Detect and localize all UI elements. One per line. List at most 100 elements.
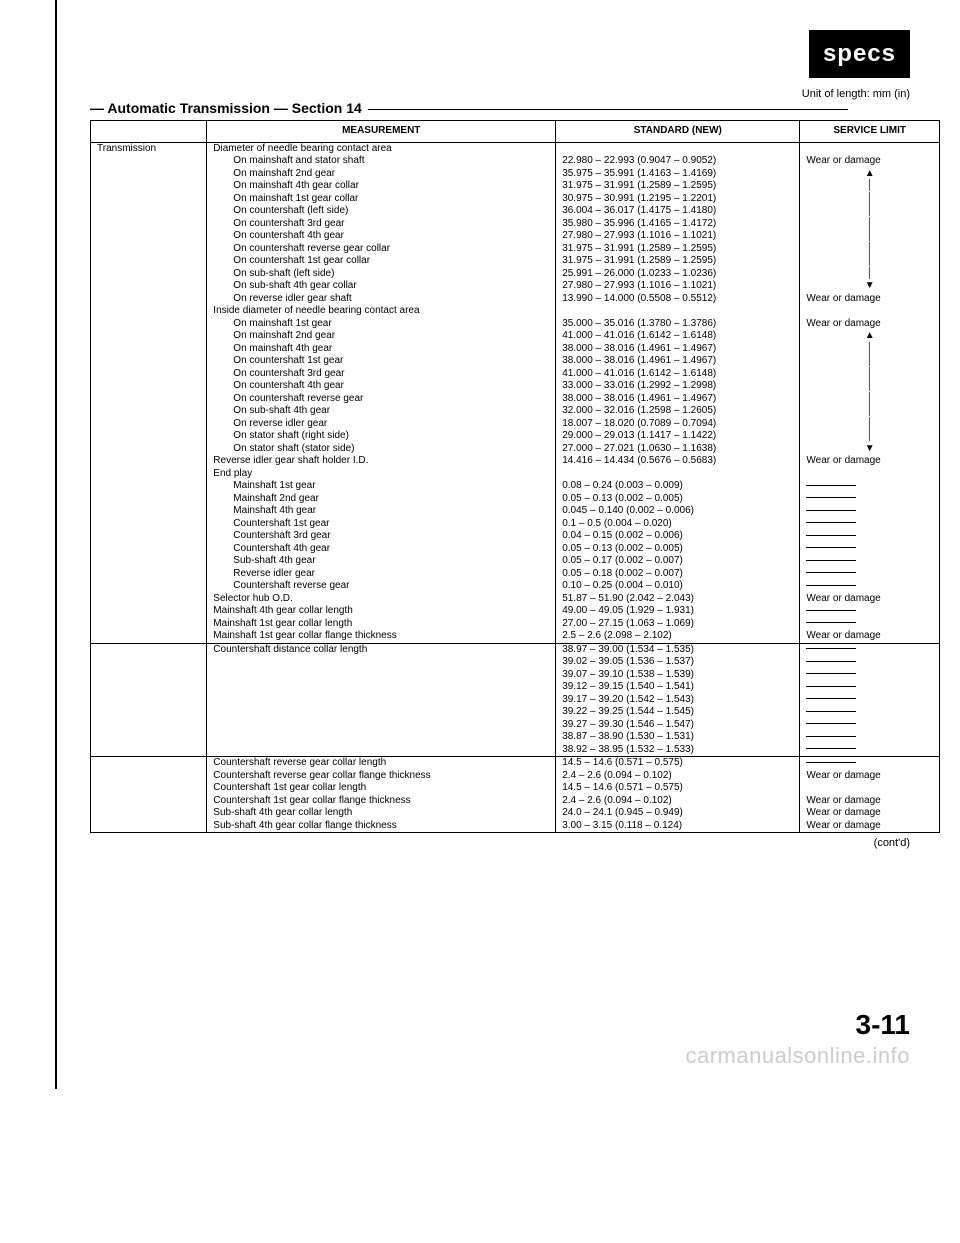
table-row: On countershaft reverse gear38.000 – 38.… <box>91 393 940 406</box>
cell-category <box>91 820 207 833</box>
cell-standard: 41.000 – 41.016 (1.6142 – 1.6148) <box>556 368 800 381</box>
cell-service: ▼ <box>800 280 940 293</box>
cell-standard: 29.000 – 29.013 (1.1417 – 1.1422) <box>556 430 800 443</box>
cell-service <box>800 605 940 618</box>
cell-category <box>91 706 207 719</box>
cell-service: │ <box>800 405 940 418</box>
cell-service: │ <box>800 430 940 443</box>
cell-standard: 27.980 – 27.993 (1.1016 – 1.1021) <box>556 280 800 293</box>
cell-service <box>800 643 940 656</box>
cell-category <box>91 443 207 456</box>
cell-measurement: On countershaft 3rd gear <box>207 218 556 231</box>
section-title: Automatic Transmission — Section 14 <box>90 100 910 116</box>
table-row: TransmissionDiameter of needle bearing c… <box>91 142 940 155</box>
cell-standard: 0.08 – 0.24 (0.003 – 0.009) <box>556 480 800 493</box>
table-row: Countershaft 4th gear0.05 – 0.13 (0.002 … <box>91 543 940 556</box>
table-row: On mainshaft 4th gear collar31.975 – 31.… <box>91 180 940 193</box>
cell-category <box>91 255 207 268</box>
cell-standard: 31.975 – 31.991 (1.2589 – 1.2595) <box>556 243 800 256</box>
cell-standard: 33.000 – 33.016 (1.2992 – 1.2998) <box>556 380 800 393</box>
cell-service: Wear or damage <box>800 293 940 306</box>
cell-measurement: On stator shaft (right side) <box>207 430 556 443</box>
cell-service <box>800 305 940 318</box>
cell-service <box>800 731 940 744</box>
cell-measurement: Countershaft 1st gear <box>207 518 556 531</box>
cell-service: │ <box>800 268 940 281</box>
cell-measurement <box>207 694 556 707</box>
cell-service: Wear or damage <box>800 593 940 606</box>
cell-standard: 27.980 – 27.993 (1.1016 – 1.1021) <box>556 230 800 243</box>
cell-measurement <box>207 731 556 744</box>
cell-category <box>91 580 207 593</box>
cell-measurement: Countershaft reverse gear collar length <box>207 757 556 770</box>
cell-service: │ <box>800 193 940 206</box>
cell-standard: 0.05 – 0.13 (0.002 – 0.005) <box>556 543 800 556</box>
cell-measurement: Countershaft 4th gear <box>207 543 556 556</box>
table-row: Countershaft 1st gear0.1 – 0.5 (0.004 – … <box>91 518 940 531</box>
table-row: On sub-shaft 4th gear collar27.980 – 27.… <box>91 280 940 293</box>
table-row: Countershaft reverse gear0.10 – 0.25 (0.… <box>91 580 940 593</box>
cell-standard: 14.5 – 14.6 (0.571 – 0.575) <box>556 757 800 770</box>
cell-category <box>91 731 207 744</box>
cell-standard: 0.04 – 0.15 (0.002 – 0.006) <box>556 530 800 543</box>
cell-measurement: On sub-shaft 4th gear <box>207 405 556 418</box>
table-row: Sub-shaft 4th gear collar flange thickne… <box>91 820 940 833</box>
cell-standard: 2.4 – 2.6 (0.094 – 0.102) <box>556 770 800 783</box>
cell-category <box>91 643 207 656</box>
cell-standard: 51.87 – 51.90 (2.042 – 2.043) <box>556 593 800 606</box>
cell-category <box>91 218 207 231</box>
cell-service: Wear or damage <box>800 770 940 783</box>
cell-category <box>91 618 207 631</box>
table-row: On countershaft reverse gear collar31.97… <box>91 243 940 256</box>
cell-measurement: On stator shaft (stator side) <box>207 443 556 456</box>
cell-measurement: On reverse idler gear <box>207 418 556 431</box>
contd-label: (cont'd) <box>90 837 910 849</box>
cell-service: │ <box>800 205 940 218</box>
cell-standard: 39.02 – 39.05 (1.536 – 1.537) <box>556 656 800 669</box>
header-service: SERVICE LIMIT <box>800 121 940 143</box>
cell-measurement: On mainshaft 2nd gear <box>207 330 556 343</box>
table-row: Countershaft 1st gear collar length14.5 … <box>91 782 940 795</box>
watermark: carmanualsonline.info <box>60 1043 910 1069</box>
cell-standard: 18.007 – 18.020 (0.7089 – 0.7094) <box>556 418 800 431</box>
cell-category <box>91 380 207 393</box>
cell-category <box>91 268 207 281</box>
table-row: 39.27 – 39.30 (1.546 – 1.547) <box>91 719 940 732</box>
cell-standard: 31.975 – 31.991 (1.2589 – 1.2595) <box>556 255 800 268</box>
cell-standard: 13.990 – 14.000 (0.5508 – 0.5512) <box>556 293 800 306</box>
cell-service <box>800 468 940 481</box>
cell-category <box>91 807 207 820</box>
table-row: 39.17 – 39.20 (1.542 – 1.543) <box>91 694 940 707</box>
cell-standard: 35.980 – 35.996 (1.4165 – 1.4172) <box>556 218 800 231</box>
cell-measurement: Countershaft 3rd gear <box>207 530 556 543</box>
cell-standard: 32.000 – 32.016 (1.2598 – 1.2605) <box>556 405 800 418</box>
cell-service <box>800 142 940 155</box>
table-row: Mainshaft 1st gear collar length27.00 – … <box>91 618 940 631</box>
cell-category <box>91 543 207 556</box>
cell-category <box>91 719 207 732</box>
cell-standard: 38.87 – 38.90 (1.530 – 1.531) <box>556 731 800 744</box>
cell-measurement: On countershaft 1st gear collar <box>207 255 556 268</box>
cell-service: Wear or damage <box>800 820 940 833</box>
cell-service: │ <box>800 230 940 243</box>
cell-measurement: Diameter of needle bearing contact area <box>207 142 556 155</box>
table-row: On mainshaft 2nd gear35.975 – 35.991 (1.… <box>91 168 940 181</box>
table-row: Countershaft reverse gear collar length1… <box>91 757 940 770</box>
cell-category <box>91 468 207 481</box>
cell-measurement: On mainshaft 4th gear <box>207 343 556 356</box>
header-measurement: MEASUREMENT <box>207 121 556 143</box>
cell-measurement: Mainshaft 1st gear collar flange thickne… <box>207 630 556 643</box>
cell-service: │ <box>800 393 940 406</box>
cell-standard: 30.975 – 30.991 (1.2195 – 1.2201) <box>556 193 800 206</box>
cell-category <box>91 505 207 518</box>
table-row: On countershaft 1st gear collar31.975 – … <box>91 255 940 268</box>
header-standard: STANDARD (NEW) <box>556 121 800 143</box>
cell-measurement: On mainshaft 1st gear <box>207 318 556 331</box>
cell-category <box>91 744 207 757</box>
cell-standard: 14.416 – 14.434 (0.5676 – 0.5683) <box>556 455 800 468</box>
cell-standard: 25.991 – 26.000 (1.0233 – 1.0236) <box>556 268 800 281</box>
cell-service <box>800 505 940 518</box>
cell-measurement: Inside diameter of needle bearing contac… <box>207 305 556 318</box>
cell-service <box>800 543 940 556</box>
cell-service <box>800 518 940 531</box>
